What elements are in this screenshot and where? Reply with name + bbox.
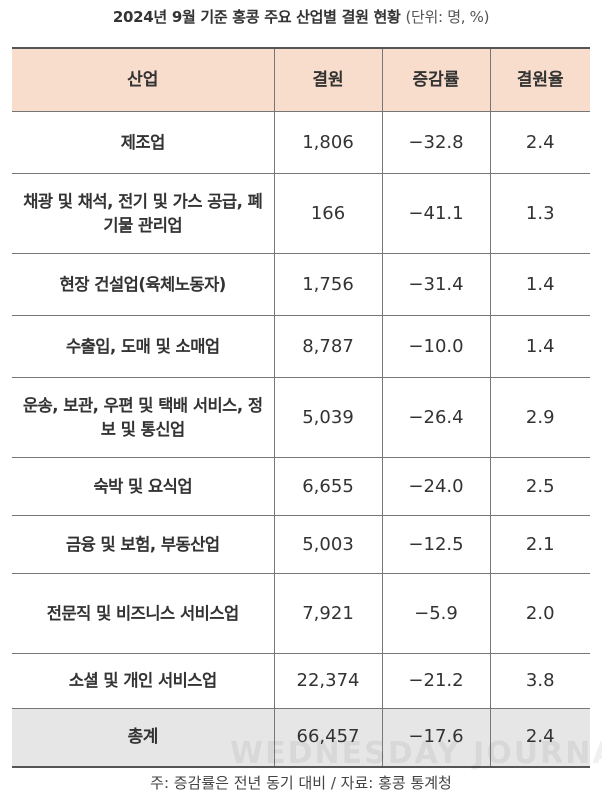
rate-cell: 2.4	[489, 111, 590, 174]
watermark: WEDNESDAY JOURNAL	[230, 736, 602, 771]
total-label-cell: 총계	[12, 708, 274, 768]
industry-cell: 전문직 및 비즈니스 서비스업	[12, 573, 274, 654]
table-row: 채광 및 채석, 전기 및 가스 공급, 폐기물 관리업 166 −41.1 1…	[12, 173, 590, 254]
table-row: 전문직 및 비즈니스 서비스업 7,921 −5.9 2.0	[12, 573, 590, 654]
table-title: 2024년 9월 기준 홍콩 주요 산업별 결원 현황 (단위: 명, %)	[0, 6, 602, 27]
total-vacancies-cell: 66,457	[273, 708, 382, 768]
rate-cell: 1.3	[489, 173, 590, 254]
table-row: 운송, 보관, 우편 및 택배 서비스, 정보 및 통신업 5,039 −26.…	[12, 377, 590, 458]
rate-cell: 3.8	[489, 653, 590, 709]
change-cell: −5.9	[381, 573, 490, 654]
industry-cell: 운송, 보관, 우편 및 택배 서비스, 정보 및 통신업	[12, 377, 274, 458]
unit-label: (단위: 명, %)	[405, 8, 490, 26]
rate-cell: 2.0	[489, 573, 590, 654]
rate-cell: 2.9	[489, 377, 590, 458]
header-change: 증감률	[381, 47, 490, 112]
vacancies-cell: 1,806	[273, 111, 382, 174]
vacancy-table: 산업 결원 증감률 결원율 제조업 1,806 −32.8 2.4 채광 및 채…	[12, 47, 590, 768]
industry-cell: 현장 건설업(육체노동자)	[12, 253, 274, 316]
change-cell: −31.4	[381, 253, 490, 316]
rate-cell: 1.4	[489, 315, 590, 378]
table-row: 수출입, 도매 및 소매업 8,787 −10.0 1.4	[12, 315, 590, 378]
industry-cell: 제조업	[12, 111, 274, 174]
change-cell: −12.5	[381, 515, 490, 574]
table-row: 금융 및 보험, 부동산업 5,003 −12.5 2.1	[12, 515, 590, 574]
vacancies-cell: 6,655	[273, 457, 382, 516]
total-row: 총계 66,457 −17.6 2.4	[12, 708, 590, 768]
rate-cell: 2.1	[489, 515, 590, 574]
header-industry: 산업	[12, 47, 274, 112]
table-row: 숙박 및 요식업 6,655 −24.0 2.5	[12, 457, 590, 516]
vacancies-cell: 166	[273, 173, 382, 254]
vacancies-cell: 8,787	[273, 315, 382, 378]
change-cell: −10.0	[381, 315, 490, 378]
table-row: 제조업 1,806 −32.8 2.4	[12, 111, 590, 174]
header-row: 산업 결원 증감률 결원율	[12, 47, 590, 112]
vacancies-cell: 5,039	[273, 377, 382, 458]
industry-cell: 소셜 및 개인 서비스업	[12, 653, 274, 709]
source-note: 주: 증감률은 전년 동기 대비 / 자료: 홍콩 통계청	[150, 774, 452, 792]
change-cell: −24.0	[381, 457, 490, 516]
vacancies-cell: 5,003	[273, 515, 382, 574]
industry-cell: 숙박 및 요식업	[12, 457, 274, 516]
title-text: 2024년 9월 기준 홍콩 주요 산업별 결원 현황	[112, 8, 401, 26]
table-row: 현장 건설업(육체노동자) 1,756 −31.4 1.4	[12, 253, 590, 316]
vacancies-cell: 7,921	[273, 573, 382, 654]
rate-cell: 1.4	[489, 253, 590, 316]
change-cell: −41.1	[381, 173, 490, 254]
change-cell: −26.4	[381, 377, 490, 458]
header-rate: 결원율	[489, 47, 590, 112]
industry-cell: 채광 및 채석, 전기 및 가스 공급, 폐기물 관리업	[12, 173, 274, 254]
change-cell: −21.2	[381, 653, 490, 709]
header-vacancies: 결원	[273, 47, 382, 112]
total-change-cell: −17.6	[381, 708, 490, 768]
vacancies-cell: 1,756	[273, 253, 382, 316]
change-cell: −32.8	[381, 111, 490, 174]
vacancies-cell: 22,374	[273, 653, 382, 709]
rate-cell: 2.5	[489, 457, 590, 516]
total-rate-cell: 2.4	[489, 708, 590, 768]
table-row: 소셜 및 개인 서비스업 22,374 −21.2 3.8	[12, 653, 590, 709]
industry-cell: 금융 및 보험, 부동산업	[12, 515, 274, 574]
industry-cell: 수출입, 도매 및 소매업	[12, 315, 274, 378]
